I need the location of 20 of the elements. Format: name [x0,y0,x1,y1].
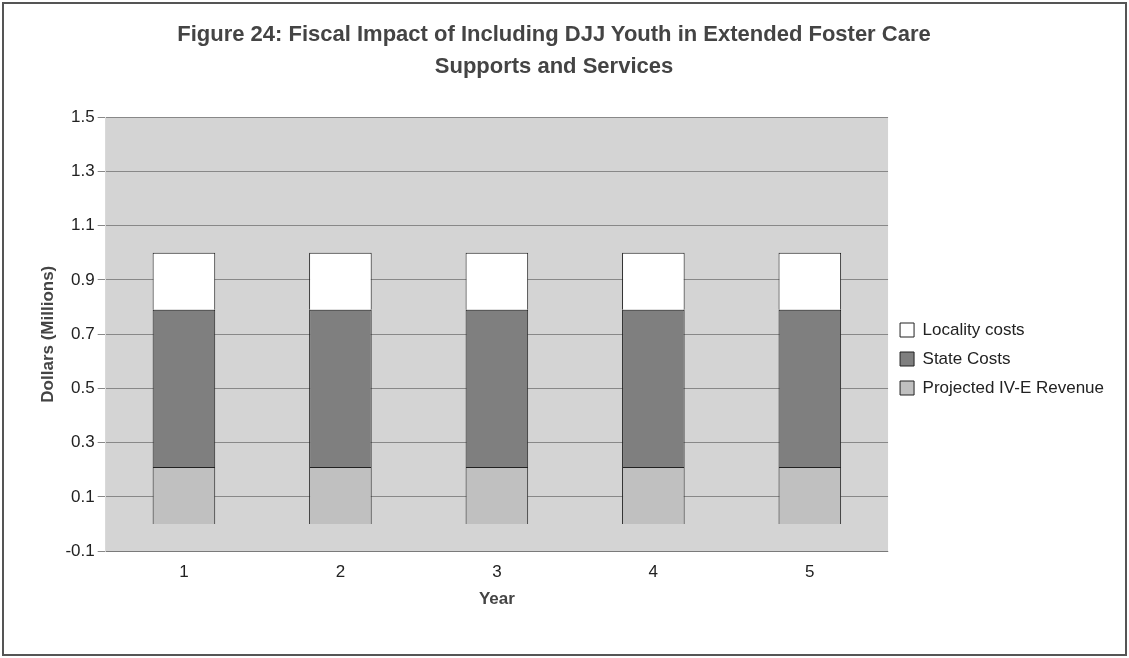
legend-label: Locality costs [922,319,1025,339]
chart-title: Figure 24: Fiscal Impact of Including DJJ Youth in Extended Foster Care Supports and Services [176,20,932,80]
x-tick-label: 2 [335,562,346,582]
y-axis-title: Dollars (Millions) [37,265,57,403]
x-axis-title: Year [478,589,516,609]
legend-label: Projected IV-E Revenue [922,377,1105,397]
x-tick-label: 4 [648,562,659,582]
y-tick-label: 1.1 [71,215,95,235]
y-tick-label: 0.7 [71,323,95,343]
y-tick-label: 0.3 [71,432,95,452]
y-tick-label: 1.5 [71,106,95,126]
legend-label: State Costs [922,348,1011,368]
y-tick-label: -0.1 [65,540,95,560]
y-tick-label: 0.9 [71,269,95,289]
y-tick-label: 1.3 [71,161,95,181]
x-tick-label: 5 [805,562,815,582]
y-tick-label: 0.5 [71,378,95,398]
x-tick-label: 1 [179,562,189,582]
y-tick-label: 0.1 [71,486,95,506]
x-tick-label: 3 [492,562,502,582]
